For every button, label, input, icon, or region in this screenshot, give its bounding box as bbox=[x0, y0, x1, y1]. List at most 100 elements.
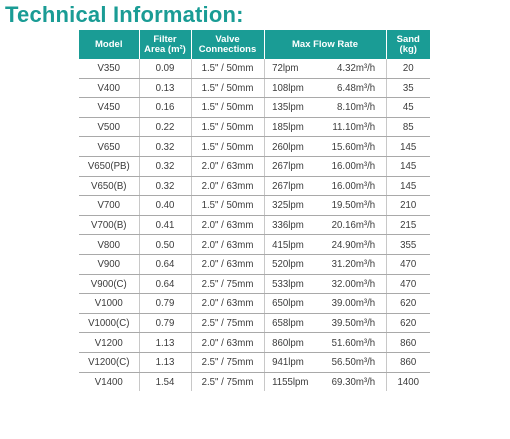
table-row: V500 0.22 1.5" / 50mm 185lpm 11.10m³/h 85 bbox=[79, 117, 430, 138]
flow-lpm: 650lpm bbox=[272, 297, 304, 310]
flow-rate-pair: 260lpm 15.60m³/h bbox=[269, 141, 380, 153]
cell-filter-area: 1.13 bbox=[141, 332, 190, 353]
cell-valve-connection: 1.5" / 50mm bbox=[193, 97, 262, 118]
cell-max-flow-rate: 658lpm 39.50m³/h bbox=[268, 313, 382, 334]
cell-sand: 145 bbox=[387, 136, 429, 157]
table-row: V400 0.13 1.5" / 50mm 108lpm 6.48m³/h 35 bbox=[79, 78, 430, 99]
cell-model: V800 bbox=[81, 234, 138, 255]
header-model: Model bbox=[79, 30, 140, 59]
cell-sand: 20 bbox=[387, 59, 429, 79]
cell-filter-area: 1.54 bbox=[141, 372, 190, 392]
flow-rate-pair: 1155lpm 69.30m³/h bbox=[269, 376, 380, 388]
cell-valve-connection: 2.0" / 63mm bbox=[193, 215, 262, 236]
table-row: V350 0.09 1.5" / 50mm 72lpm 4.32m³/h 20 bbox=[79, 59, 430, 79]
flow-rate-pair: 533lpm 32.00m³/h bbox=[269, 278, 380, 290]
cell-model: V900(C) bbox=[81, 274, 138, 295]
table-row: V800 0.50 2.0" / 63mm 415lpm 24.90m³/h 355 bbox=[79, 234, 430, 255]
cell-max-flow-rate: 1155lpm 69.30m³/h bbox=[268, 372, 382, 392]
cell-model: V350 bbox=[81, 59, 138, 79]
flow-rate-pair: 941lpm 56.50m³/h bbox=[269, 356, 380, 368]
cell-valve-connection: 1.5" / 50mm bbox=[193, 78, 262, 99]
cell-max-flow-rate: 267lpm 16.00m³/h bbox=[268, 156, 382, 177]
flow-lpm: 941lpm bbox=[272, 356, 304, 369]
flow-lpm: 108lpm bbox=[272, 81, 304, 94]
flow-rate-pair: 325lpm 19.50m³/h bbox=[269, 199, 380, 211]
flow-m3h: 8.10m³/h bbox=[337, 101, 376, 114]
table-row: V700 0.40 1.5" / 50mm 325lpm 19.50m³/h 210 bbox=[79, 195, 430, 216]
cell-max-flow-rate: 860lpm 51.60m³/h bbox=[268, 332, 382, 353]
flow-rate-pair: 185lpm 11.10m³/h bbox=[269, 121, 380, 133]
flow-rate-pair: 415lpm 24.90m³/h bbox=[269, 239, 380, 251]
cell-max-flow-rate: 72lpm 4.32m³/h bbox=[268, 59, 382, 79]
flow-m3h: 16.00m³/h bbox=[331, 179, 376, 192]
cell-valve-connection: 2.0" / 63mm bbox=[193, 176, 262, 197]
table-row: V700(B) 0.41 2.0" / 63mm 336lpm 20.16m³/h 215 bbox=[79, 215, 430, 236]
cell-filter-area: 0.41 bbox=[141, 215, 190, 236]
flow-rate-pair: 108lpm 6.48m³/h bbox=[269, 82, 380, 94]
table-row: V1200(C) 1.13 2.5" / 75mm 941lpm 56.50m³/h 86… bbox=[79, 352, 430, 373]
table-row: V1200 1.13 2.0" / 63mm 860lpm 51.60m³/h 860 bbox=[79, 332, 430, 353]
flow-m3h: 16.00m³/h bbox=[331, 160, 376, 173]
flow-m3h: 39.50m³/h bbox=[331, 317, 376, 330]
header-sand: Sand (kg) bbox=[386, 30, 430, 59]
header-filter-area: Filter Area (m²) bbox=[139, 30, 192, 59]
cell-max-flow-rate: 260lpm 15.60m³/h bbox=[268, 136, 382, 157]
cell-filter-area: 0.22 bbox=[141, 117, 190, 138]
cell-valve-connection: 1.5" / 50mm bbox=[193, 136, 262, 157]
cell-max-flow-rate: 108lpm 6.48m³/h bbox=[268, 78, 382, 99]
cell-max-flow-rate: 325lpm 19.50m³/h bbox=[268, 195, 382, 216]
cell-model: V500 bbox=[81, 117, 138, 138]
header-max-flow-rate: Max Flow Rate bbox=[264, 30, 387, 59]
flow-rate-pair: 658lpm 39.50m³/h bbox=[269, 317, 380, 329]
table-row: V900 0.64 2.0" / 63mm 520lpm 31.20m³/h 470 bbox=[79, 254, 430, 275]
cell-sand: 45 bbox=[387, 97, 429, 118]
table-row: V450 0.16 1.5" / 50mm 135lpm 8.10m³/h 45 bbox=[79, 97, 430, 118]
cell-model: V900 bbox=[81, 254, 138, 275]
flow-rate-pair: 520lpm 31.20m³/h bbox=[269, 258, 380, 270]
cell-model: V1000 bbox=[81, 293, 138, 314]
flow-lpm: 267lpm bbox=[272, 160, 304, 173]
flow-lpm: 336lpm bbox=[272, 219, 304, 232]
flow-lpm: 135lpm bbox=[272, 101, 304, 114]
cell-max-flow-rate: 941lpm 56.50m³/h bbox=[268, 352, 382, 373]
flow-lpm: 860lpm bbox=[272, 336, 304, 349]
flow-lpm: 185lpm bbox=[272, 121, 304, 134]
flow-m3h: 51.60m³/h bbox=[331, 336, 376, 349]
cell-valve-connection: 2.0" / 63mm bbox=[193, 234, 262, 255]
cell-filter-area: 0.64 bbox=[141, 274, 190, 295]
flow-m3h: 11.10m³/h bbox=[332, 121, 376, 134]
flow-rate-pair: 135lpm 8.10m³/h bbox=[269, 101, 380, 113]
flow-lpm: 267lpm bbox=[272, 179, 304, 192]
flow-rate-pair: 267lpm 16.00m³/h bbox=[269, 180, 380, 192]
flow-lpm: 520lpm bbox=[272, 258, 304, 271]
table-row: V900(C) 0.64 2.5" / 75mm 533lpm 32.00m³/h 470 bbox=[79, 274, 430, 295]
flow-m3h: 19.50m³/h bbox=[331, 199, 376, 212]
flow-rate-pair: 860lpm 51.60m³/h bbox=[269, 337, 380, 349]
flow-m3h: 69.30m³/h bbox=[331, 375, 376, 388]
flow-rate-pair: 336lpm 20.16m³/h bbox=[269, 219, 380, 231]
cell-sand: 210 bbox=[387, 195, 429, 216]
cell-sand: 860 bbox=[387, 332, 429, 353]
table-header-row: Model Filter Area (m²) Valve Connections M… bbox=[79, 30, 430, 59]
flow-lpm: 1155lpm bbox=[272, 375, 309, 388]
cell-sand: 85 bbox=[387, 117, 429, 138]
cell-max-flow-rate: 533lpm 32.00m³/h bbox=[268, 274, 382, 295]
flow-lpm: 72lpm bbox=[272, 62, 299, 75]
cell-model: V1200 bbox=[81, 332, 138, 353]
cell-sand: 860 bbox=[387, 352, 429, 373]
flow-lpm: 415lpm bbox=[272, 238, 304, 251]
cell-filter-area: 0.32 bbox=[141, 136, 190, 157]
cell-valve-connection: 2.0" / 63mm bbox=[193, 254, 262, 275]
cell-valve-connection: 2.5" / 75mm bbox=[193, 313, 262, 334]
cell-sand: 215 bbox=[387, 215, 429, 236]
cell-filter-area: 0.09 bbox=[141, 59, 190, 79]
cell-filter-area: 0.79 bbox=[141, 293, 190, 314]
cell-max-flow-rate: 135lpm 8.10m³/h bbox=[268, 97, 382, 118]
cell-model: V450 bbox=[81, 97, 138, 118]
flow-m3h: 39.00m³/h bbox=[331, 297, 376, 310]
flow-m3h: 32.00m³/h bbox=[331, 277, 376, 290]
cell-model: V1400 bbox=[81, 372, 138, 392]
page-title: Technical Information: bbox=[5, 2, 244, 27]
cell-sand: 145 bbox=[387, 176, 429, 197]
flow-lpm: 533lpm bbox=[272, 277, 304, 290]
